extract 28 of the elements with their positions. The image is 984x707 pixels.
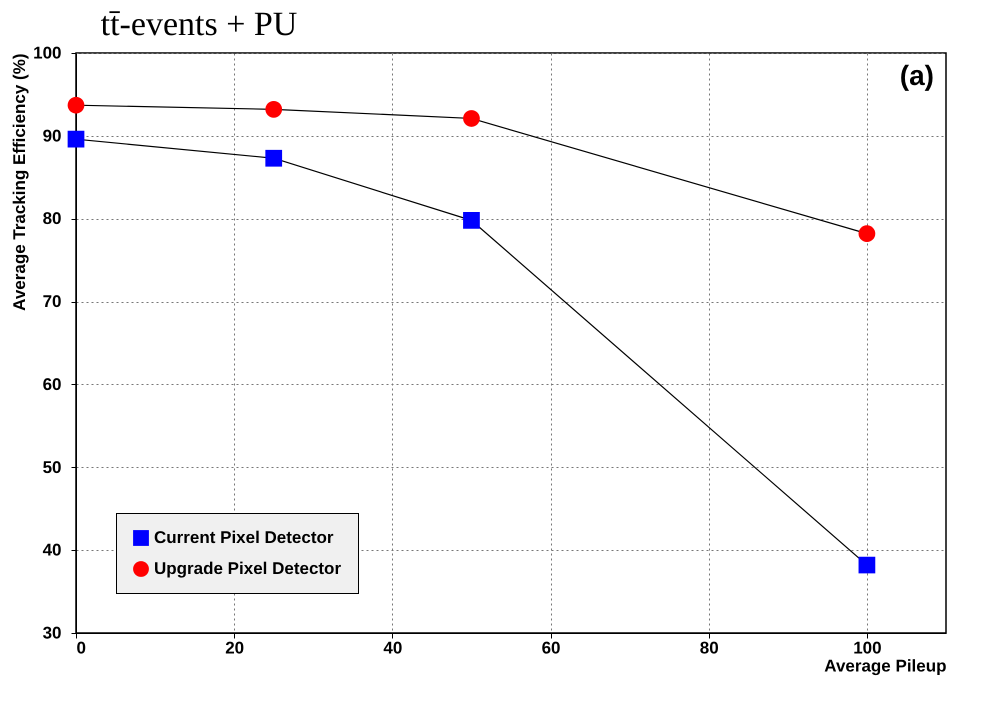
annotation: (a) [900,60,934,91]
y-tick-label: 40 [42,540,62,560]
point [265,150,282,167]
y-tick-label: 30 [42,624,62,642]
y-tick-label: 100 [33,44,62,62]
x-axis-title: Average Pileup [824,656,946,676]
point [463,110,480,127]
legend-label: Current Pixel Detector [154,528,334,547]
x-tick-label: 0 [76,638,86,658]
point [858,225,876,242]
point [463,212,480,229]
y-axis-title: Average Tracking Efficiency (%) [10,54,30,311]
x-tick-label: 100 [853,638,882,658]
point [858,556,876,574]
y-tick-label: 70 [42,292,62,312]
x-tick-label: 60 [542,638,561,658]
point [265,100,282,118]
chart-title: tt̄-events + PU [100,6,298,43]
x-tick-label: 40 [383,638,402,658]
x-tick-label: 80 [700,638,719,658]
y-tick-label: 60 [42,374,62,394]
legend-label: Upgrade Pixel Detector [154,559,342,578]
point [68,130,84,148]
point [68,96,84,114]
y-tick-label: 80 [42,209,62,228]
x-tick-label: 20 [225,638,244,658]
y-tick-label: 90 [42,126,62,146]
y-tick-label: 50 [42,458,62,477]
